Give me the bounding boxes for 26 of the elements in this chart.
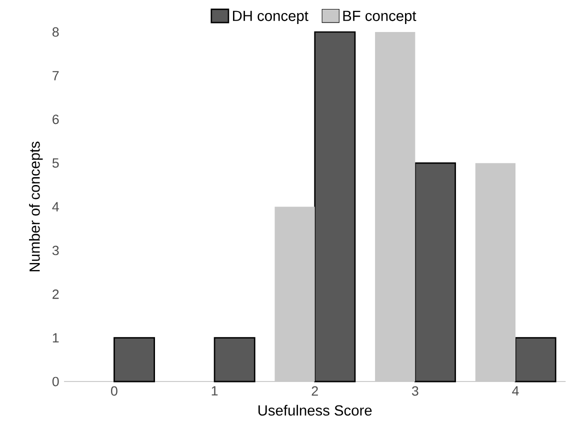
y-tick-label: 1 xyxy=(52,333,59,342)
bar xyxy=(475,162,516,382)
bar xyxy=(414,162,456,382)
x-tick-label: 4 xyxy=(512,386,519,396)
x-tick-label: 2 xyxy=(312,386,318,396)
y-tick-label: 7 xyxy=(52,71,59,80)
bar xyxy=(214,337,256,382)
legend-label: BF concept xyxy=(343,10,416,24)
bar xyxy=(274,206,315,382)
bar xyxy=(514,337,556,382)
y-tick-label: 8 xyxy=(52,27,59,37)
x-axis-title: Usefulness Score xyxy=(258,404,372,416)
x-tick-label: 0 xyxy=(111,386,118,396)
y-tick-label: 4 xyxy=(52,202,59,212)
x-tick-label: 3 xyxy=(412,386,418,396)
y-tick-label: 6 xyxy=(52,114,59,124)
bar xyxy=(314,31,356,382)
y-tick-label: 5 xyxy=(52,158,59,168)
y-tick-label: 2 xyxy=(52,289,59,299)
legend-label: DH concept xyxy=(233,10,308,24)
x-tick-label: 1 xyxy=(212,386,218,396)
bar xyxy=(114,337,155,382)
y-tick-label: 3 xyxy=(52,246,59,256)
bar xyxy=(375,32,416,382)
y-tick-label: 0 xyxy=(52,376,59,386)
y-axis-title: Number of concepts xyxy=(29,142,43,272)
